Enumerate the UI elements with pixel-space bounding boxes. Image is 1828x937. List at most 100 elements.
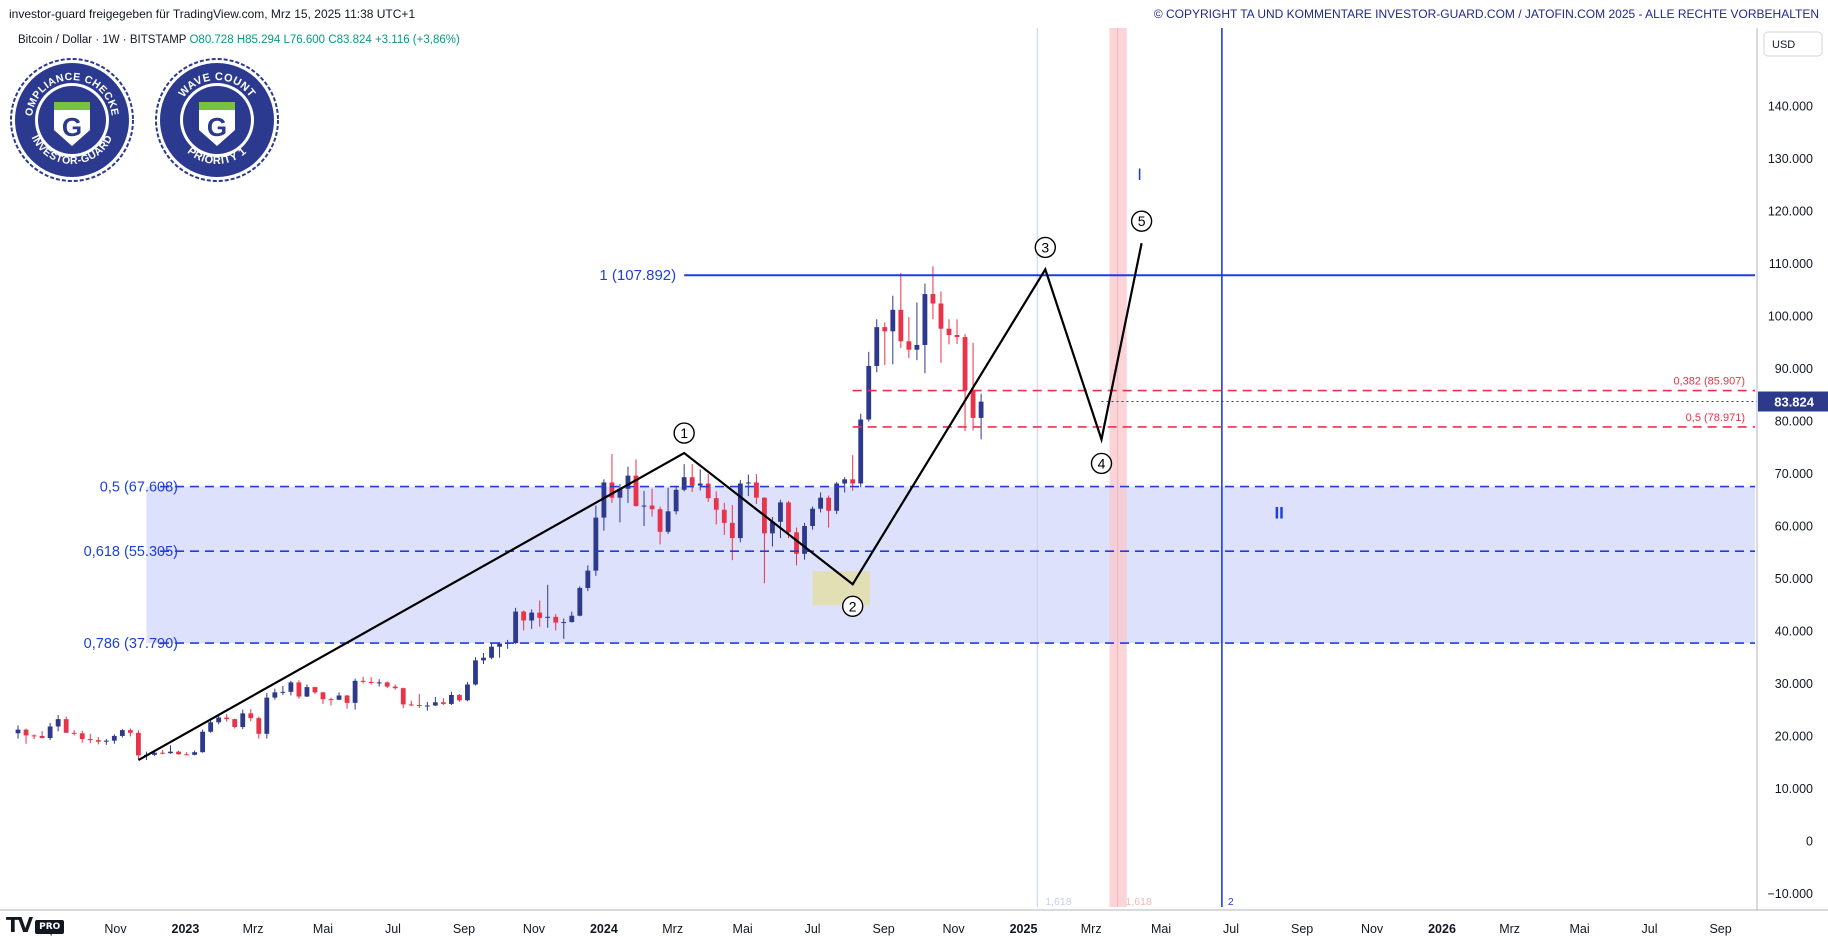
candle-body — [136, 732, 141, 756]
share-info: investor-guard freigegeben für TradingVi… — [9, 7, 416, 21]
candle-body — [424, 705, 430, 707]
time-marker-label: 1,618 — [1045, 896, 1071, 908]
zone-layer: 1,618 1,618 2 — [146, 28, 1756, 908]
symbol-legend: Bitcoin / Dollar · 1W · BITSTAMP O80.728… — [18, 34, 460, 46]
candle-body — [497, 643, 502, 647]
candle-body — [665, 511, 671, 532]
candle-body — [55, 719, 61, 727]
candle-body — [232, 719, 238, 728]
candle-body — [577, 587, 583, 616]
candle-body — [384, 682, 390, 687]
wave-marker — [1034, 236, 1057, 259]
candle-body — [31, 735, 37, 737]
svg-text:G: G — [62, 112, 82, 142]
candle-body — [938, 303, 944, 329]
candle-body — [713, 498, 719, 510]
candle-body — [481, 657, 486, 661]
y-tick-label: 60.000 — [1775, 520, 1813, 534]
candle-body — [376, 682, 382, 684]
candle-body — [119, 730, 125, 736]
candle-body — [866, 365, 872, 420]
candle-body — [842, 479, 848, 484]
x-tick-label: Jul — [1223, 922, 1239, 936]
current-price-tag — [1758, 391, 1828, 412]
candle-body — [729, 522, 735, 539]
candle-body — [344, 695, 350, 703]
candle-body — [336, 695, 342, 700]
candle-body — [585, 570, 591, 588]
currency-button — [1763, 31, 1823, 57]
x-tick-label: Mrz — [1499, 922, 1520, 936]
candle-body — [79, 733, 85, 740]
time-marker-label: 2 — [1228, 896, 1234, 908]
candle-body — [352, 680, 358, 703]
candle-body — [922, 294, 928, 345]
candle-body — [633, 475, 639, 507]
y-tick-label: 140.000 — [1768, 100, 1813, 114]
x-tick-label: Mrz — [662, 922, 683, 936]
y-tick-label: 120.000 — [1768, 205, 1813, 219]
candle-body — [103, 740, 109, 742]
axes-layer: USD −10.000 0 10.000 20.000 30.000 40.000 50.00… — [0, 28, 1828, 936]
pro-badge: PRO — [35, 919, 65, 934]
candle-body — [737, 483, 743, 539]
candle-body — [392, 686, 398, 689]
current-price-label: 83.824 — [1774, 395, 1815, 410]
y-tick-label: 130.000 — [1768, 152, 1813, 166]
candle-body — [264, 697, 270, 734]
tv-logo-text: TV — [6, 913, 33, 937]
candle-body — [288, 682, 294, 692]
candle-body — [721, 509, 727, 523]
x-tick-label: Mai — [733, 922, 753, 936]
candle-body — [39, 735, 45, 739]
candle-body — [858, 419, 864, 484]
candle-body — [786, 502, 791, 533]
currency-label: USD — [1772, 39, 1795, 51]
candle-body — [930, 294, 936, 304]
wave-marker — [673, 422, 695, 444]
candle-body — [216, 717, 222, 723]
candle-body — [176, 751, 181, 755]
candle-body — [770, 521, 775, 534]
wave-label: 2 — [849, 598, 857, 614]
x-tick-label: Jul — [805, 922, 821, 936]
x-tick-label: Sep — [453, 922, 475, 936]
x-tick-label: Jul — [1642, 922, 1658, 936]
candle-body — [673, 489, 679, 512]
candle-body — [320, 692, 326, 700]
candle-body — [63, 719, 69, 733]
x-tick-label: Mai — [1570, 922, 1590, 936]
candle-body — [593, 517, 599, 571]
candle-body — [47, 726, 53, 739]
wave-marker — [1090, 452, 1113, 475]
candle-body — [328, 699, 334, 701]
candle-body — [834, 483, 840, 511]
x-tick-label: Sep — [873, 922, 895, 936]
x-tick-label: Nov — [104, 922, 127, 936]
compliance-badge: COMPLIANCE CHECKED INVESTOR-GUARD G — [8, 56, 134, 182]
fib-level-label: 0,5 (78.971) — [1686, 412, 1745, 424]
wave-label: 4 — [1098, 455, 1106, 471]
candles-layer — [15, 266, 984, 761]
candle-body — [625, 475, 631, 489]
candle-body — [954, 334, 960, 338]
y-tick-label: 40.000 — [1775, 624, 1813, 638]
wave-path — [137, 242, 1143, 762]
candle-body — [256, 718, 262, 734]
tradingview-logo[interactable]: TV PRO — [6, 913, 65, 937]
y-tick-label: 10.000 — [1775, 782, 1813, 796]
symbol-title[interactable]: Bitcoin / Dollar · 1W · BITSTAMP — [18, 34, 187, 46]
svg-text:G: G — [207, 112, 227, 142]
candle-body — [802, 526, 807, 554]
wave-label: 3 — [1041, 239, 1049, 255]
candle-body — [778, 502, 783, 522]
candle-body — [569, 615, 575, 623]
y-tick-label: 50.000 — [1775, 572, 1813, 586]
candle-body — [521, 611, 527, 621]
candle-body — [697, 483, 703, 486]
fib-level-label: 0,618 (55.305) — [84, 544, 178, 560]
candle-body — [874, 327, 880, 366]
x-tick-label: Mrz — [243, 922, 264, 936]
y-tick-label: 80.000 — [1775, 415, 1813, 429]
